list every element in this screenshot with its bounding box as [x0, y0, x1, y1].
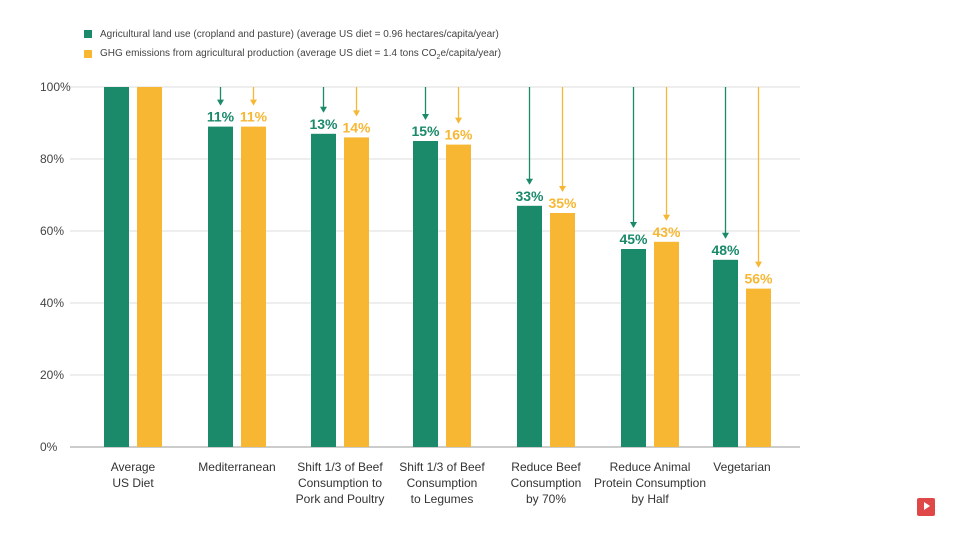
- bar: [550, 213, 575, 447]
- data-label: 13%: [309, 116, 338, 132]
- arrow-head-icon: [630, 222, 637, 228]
- x-tick-label: Consumption: [511, 476, 582, 490]
- play-logo-icon: [917, 498, 935, 516]
- legend-swatch: [84, 30, 92, 38]
- data-label: 43%: [652, 224, 681, 240]
- bar: [621, 249, 646, 447]
- data-label: 14%: [342, 119, 371, 135]
- bar: [713, 259, 738, 447]
- legend: Agricultural land use (cropland and past…: [84, 24, 501, 64]
- data-label: 11%: [207, 109, 235, 125]
- x-tick-label: Consumption to: [298, 476, 382, 490]
- data-label: 16%: [444, 127, 473, 143]
- bar: [137, 87, 162, 447]
- x-tick-label: by 70%: [526, 492, 566, 506]
- legend-swatch: [84, 50, 92, 58]
- x-tick-label: US Diet: [112, 476, 154, 490]
- arrow-head-icon: [422, 114, 429, 120]
- x-tick-label: Shift 1/3 of Beef: [297, 460, 383, 474]
- bar: [517, 205, 542, 447]
- x-tick-label: to Legumes: [411, 492, 474, 506]
- data-label: 56%: [744, 271, 773, 287]
- bar: [654, 241, 679, 447]
- y-tick-label: 80%: [40, 152, 64, 166]
- legend-label: GHG emissions from agricultural producti…: [100, 47, 502, 61]
- y-tick-label: 60%: [40, 224, 64, 238]
- bar: [344, 137, 369, 447]
- bar: [446, 144, 471, 447]
- arrow-head-icon: [755, 261, 762, 268]
- data-label: 35%: [548, 195, 577, 211]
- bar: [208, 126, 233, 447]
- x-tick-label: Average: [111, 460, 156, 474]
- data-label: 11%: [240, 109, 268, 125]
- x-tick-label: Reduce Animal: [610, 460, 691, 474]
- y-tick-label: 20%: [40, 368, 64, 382]
- data-label: 33%: [515, 188, 544, 204]
- x-tick-label: Mediterranean: [198, 460, 275, 474]
- x-tick-label: Consumption: [407, 476, 478, 490]
- arrow-head-icon: [250, 99, 257, 106]
- legend-item-ghg: GHG emissions from agricultural producti…: [84, 44, 501, 64]
- arrow-head-icon: [455, 117, 462, 124]
- arrow-head-icon: [320, 106, 327, 113]
- arrow-head-icon: [663, 214, 670, 221]
- x-tick-label: Reduce Beef: [511, 460, 581, 474]
- x-tick-label: Pork and Poultry: [296, 492, 385, 506]
- data-label: 45%: [619, 231, 648, 247]
- bar: [104, 87, 129, 447]
- bar: [413, 141, 438, 447]
- arrow-head-icon: [559, 186, 566, 192]
- bar: [241, 126, 266, 447]
- x-tick-label: Vegetarian: [713, 460, 770, 474]
- data-label: 15%: [411, 123, 440, 139]
- data-label: 48%: [711, 242, 740, 258]
- x-tick-label: Protein Consumption: [594, 476, 706, 490]
- bar: [746, 288, 771, 447]
- bar: [311, 133, 336, 448]
- legend-item-land: Agricultural land use (cropland and past…: [84, 24, 501, 44]
- x-tick-label: Shift 1/3 of Beef: [399, 460, 485, 474]
- arrow-head-icon: [353, 110, 360, 117]
- arrow-head-icon: [722, 232, 729, 239]
- y-tick-label: 40%: [40, 296, 64, 310]
- arrow-head-icon: [217, 99, 224, 106]
- arrow-head-icon: [526, 178, 533, 185]
- x-tick-label: by Half: [631, 492, 669, 506]
- legend-label: Agricultural land use (cropland and past…: [100, 28, 499, 40]
- y-tick-label: 0%: [40, 440, 58, 454]
- y-tick-label: 100%: [40, 80, 71, 94]
